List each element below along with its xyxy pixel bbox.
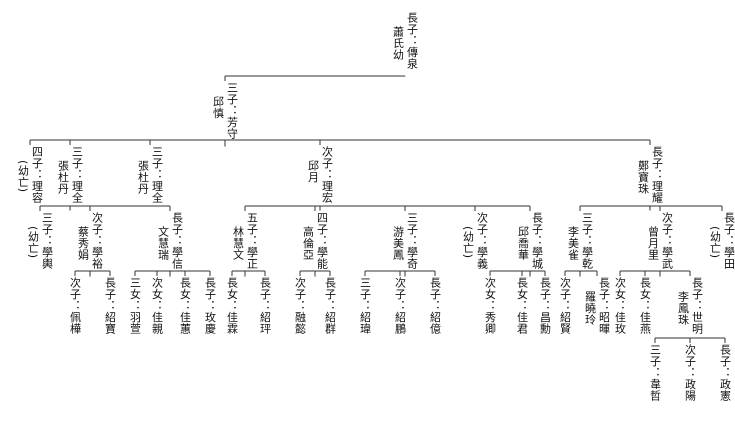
spouse-name: 羅曉玲 — [583, 291, 597, 326]
person-name: 長子：世明 — [690, 277, 704, 335]
person-name: 長子：學城 — [530, 212, 544, 270]
person-name: 三子：學奇 — [405, 212, 419, 270]
person-name: 次子：學義 — [475, 212, 489, 270]
spouse-name: 張杜丹 — [136, 160, 150, 195]
person-name: 長女：佳君 — [515, 277, 529, 335]
person-name: 長子：紹玶 — [258, 277, 272, 335]
spouse-name: 邱喬華 — [516, 226, 530, 261]
spouse-name: 蕭氏幼 — [391, 26, 405, 61]
person-name: 次子：紹賢 — [558, 277, 572, 335]
person-name: 長子：學信 — [170, 212, 184, 270]
person-name: 三子：韋哲 — [648, 344, 662, 402]
person-name: 次子：融懿 — [293, 277, 307, 335]
spouse-name: 邱月 — [306, 160, 320, 183]
person-name: 次子：佩樺 — [68, 277, 82, 335]
spouse-name: 蔡秀娟 — [76, 226, 90, 261]
person-name: 次子：學武 — [660, 212, 674, 270]
person-name: 三子：學乾 — [580, 212, 594, 270]
spouse-name: 文慧瑞 — [156, 226, 170, 261]
person-name: 三子：紹瑋 — [358, 277, 372, 335]
person-name: 三子：理全 — [70, 146, 84, 204]
spouse-name: 李美雀 — [566, 226, 580, 261]
person-name: 長女：佳燕 — [638, 277, 652, 335]
spouse-name: (幼亡) — [708, 226, 722, 259]
person-name: 長子：玫慶 — [203, 277, 217, 335]
person-name: 長女：佳霖 — [225, 277, 239, 335]
person-name: 三子：理全 — [150, 146, 164, 204]
spouse-name: 邱慎 — [211, 96, 225, 119]
person-name: 長子：學田 — [722, 212, 735, 270]
person-name: 次女：佳玫 — [613, 277, 627, 335]
person-name: 長子：昭暉 — [597, 277, 611, 335]
person-name: 次子：理宏 — [320, 146, 334, 204]
person-name: 次女：秀卿 — [483, 277, 497, 335]
spouse-name: (幼亡) — [26, 226, 40, 259]
person-name: 次子：政陽 — [683, 344, 697, 402]
person-name: 長子：紹寶 — [103, 277, 117, 335]
person-name: 三子：學輿 — [40, 212, 54, 270]
person-name: 長子：理耀 — [650, 146, 664, 204]
spouse-name: 張杜丹 — [56, 160, 70, 195]
person-name: 四子：理容 — [30, 146, 44, 204]
person-name: 次女：佳親 — [150, 277, 164, 335]
person-name: 四子：學能 — [315, 212, 329, 270]
person-name: 長子：紹億 — [428, 277, 442, 335]
spouse-name: 高倫亞 — [301, 226, 315, 261]
spouse-name: 李鳳珠 — [676, 291, 690, 326]
person-name: 長子：傳泉 — [405, 12, 419, 70]
spouse-name: 游美鳳 — [391, 226, 405, 261]
person-name: 五子：學正 — [245, 212, 259, 270]
person-name: 三女：羽萱 — [128, 277, 142, 335]
person-name: 長子：政憲 — [718, 344, 732, 402]
spouse-name: (幼亡) — [16, 160, 30, 193]
spouse-name: 林慧文 — [231, 226, 245, 261]
person-name: 長子：昌勳 — [538, 277, 552, 335]
spouse-name: 鄭寶珠 — [636, 160, 650, 195]
spouse-name: 曾月里 — [646, 226, 660, 261]
person-name: 長子：紹群 — [323, 277, 337, 335]
person-name: 三子：芳守 — [225, 82, 239, 140]
person-name: 次子：學裕 — [90, 212, 104, 270]
person-name: 長女：佳蕙 — [178, 277, 192, 335]
person-name: 次子：紹鵬 — [393, 277, 407, 335]
spouse-name: (幼亡) — [461, 226, 475, 259]
